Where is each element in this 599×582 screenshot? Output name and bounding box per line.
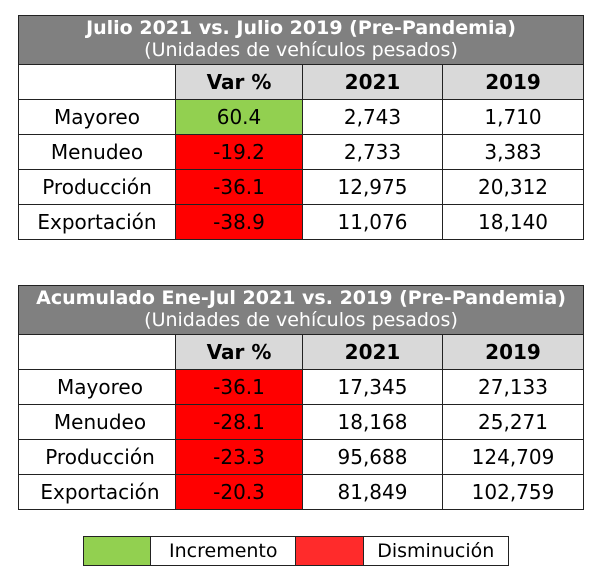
table-row: Exportación -38.9 11,076 18,140 xyxy=(18,203,585,240)
value-2021: 11,076 xyxy=(302,203,443,240)
monthly-comparison-table: Julio 2021 vs. Julio 2019 (Pre-Pandemia)… xyxy=(17,15,585,240)
value-2019: 3,383 xyxy=(441,133,585,170)
cumulative-comparison-table: Acumulado Ene-Jul 2021 vs. 2019 (Pre-Pan… xyxy=(17,285,585,510)
var-cell: -19.2 xyxy=(175,133,303,170)
header-2019: 2019 xyxy=(441,333,585,370)
header-var: Var % xyxy=(175,63,303,100)
row-label: Producción xyxy=(18,168,176,205)
table-title-cell: Acumulado Ene-Jul 2021 vs. 2019 (Pre-Pan… xyxy=(17,285,585,335)
header-row: Var % 2021 2019 xyxy=(18,63,585,100)
row-label: Menudeo xyxy=(18,403,176,440)
var-cell: -36.1 xyxy=(175,168,303,205)
header-var: Var % xyxy=(175,333,303,370)
decrease-label: Disminución xyxy=(362,536,510,566)
value-2019: 124,709 xyxy=(441,438,585,475)
table-row: Menudeo -19.2 2,733 3,383 xyxy=(18,133,585,170)
var-cell: -23.3 xyxy=(175,438,303,475)
row-label: Mayoreo xyxy=(18,368,176,405)
header-row: Var % 2021 2019 xyxy=(18,333,585,370)
table-row: Menudeo -28.1 18,168 25,271 xyxy=(18,403,585,440)
value-2021: 95,688 xyxy=(302,438,443,475)
table-subtitle: (Unidades de vehículos pesados) xyxy=(144,308,458,331)
header-2021: 2021 xyxy=(302,63,443,100)
header-2019: 2019 xyxy=(441,63,585,100)
row-label: Exportación xyxy=(18,473,176,510)
var-cell: -36.1 xyxy=(175,368,303,405)
row-label: Producción xyxy=(18,438,176,475)
table-row: Mayoreo 60.4 2,743 1,710 xyxy=(18,98,585,135)
table-subtitle: (Unidades de vehículos pesados) xyxy=(144,38,458,61)
var-cell: -28.1 xyxy=(175,403,303,440)
increase-swatch xyxy=(82,536,152,566)
header-blank xyxy=(18,333,176,370)
value-2021: 2,743 xyxy=(302,98,443,135)
value-2019: 102,759 xyxy=(441,473,585,510)
value-2019: 27,133 xyxy=(441,368,585,405)
value-2021: 81,849 xyxy=(302,473,443,510)
legend: Incremento Disminución xyxy=(82,536,510,566)
var-cell: -38.9 xyxy=(175,203,303,240)
var-cell: 60.4 xyxy=(175,98,303,135)
row-label: Mayoreo xyxy=(18,98,176,135)
header-blank xyxy=(18,63,176,100)
value-2021: 18,168 xyxy=(302,403,443,440)
row-label: Exportación xyxy=(18,203,176,240)
value-2019: 25,271 xyxy=(441,403,585,440)
table-row: Exportación -20.3 81,849 102,759 xyxy=(18,473,585,510)
value-2019: 1,710 xyxy=(441,98,585,135)
value-2021: 17,345 xyxy=(302,368,443,405)
value-2019: 18,140 xyxy=(441,203,585,240)
table-title-cell: Julio 2021 vs. Julio 2019 (Pre-Pandemia)… xyxy=(17,15,585,65)
table-row: Producción -23.3 95,688 124,709 xyxy=(18,438,585,475)
value-2021: 12,975 xyxy=(302,168,443,205)
header-2021: 2021 xyxy=(302,333,443,370)
value-2021: 2,733 xyxy=(302,133,443,170)
increase-label: Incremento xyxy=(150,536,297,566)
table-row: Mayoreo -36.1 17,345 27,133 xyxy=(18,368,585,405)
row-label: Menudeo xyxy=(18,133,176,170)
table-title: Julio 2021 vs. Julio 2019 (Pre-Pandemia) xyxy=(86,17,516,39)
table-row: Producción -36.1 12,975 20,312 xyxy=(18,168,585,205)
table-title: Acumulado Ene-Jul 2021 vs. 2019 (Pre-Pan… xyxy=(36,287,566,309)
decrease-swatch xyxy=(295,536,364,566)
value-2019: 20,312 xyxy=(441,168,585,205)
var-cell: -20.3 xyxy=(175,473,303,510)
